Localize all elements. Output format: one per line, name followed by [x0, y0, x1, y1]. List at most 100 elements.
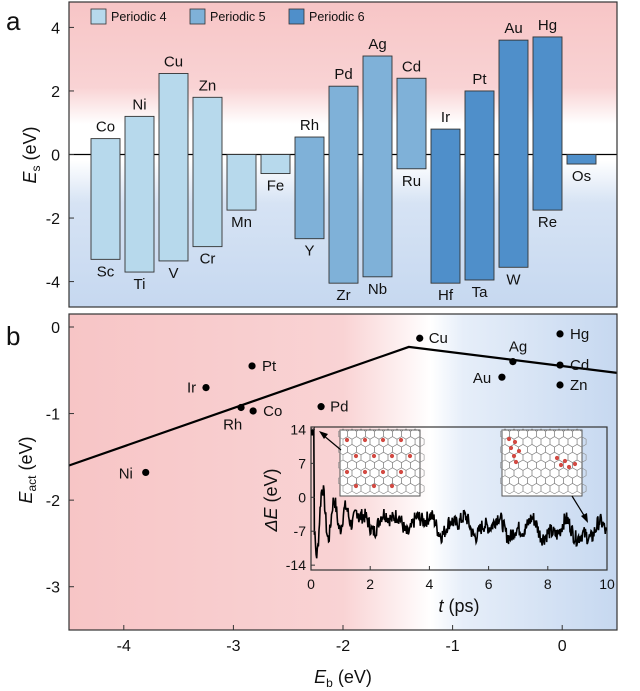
bar-pt-ta	[464, 90, 495, 281]
point-pt	[248, 362, 256, 370]
inset-x-tick-label: 10	[599, 576, 615, 592]
panel-b-y-axis-label: Eact (eV)	[16, 436, 39, 503]
point-label: Zn	[570, 377, 588, 394]
bar-bottom-label: Cr	[200, 251, 216, 268]
bar-top-label: Hg	[538, 17, 557, 34]
legend-label-periodic-5: Periodic 5	[210, 10, 266, 24]
inset-y-tick-label: 0	[298, 489, 306, 505]
legend-swatch-periodic-6	[288, 8, 305, 25]
bar-co-sc	[90, 138, 121, 260]
inset-y-ticks: 14 7 0 -7 -14	[286, 421, 315, 573]
legend-label-periodic-6: Periodic 6	[309, 10, 365, 24]
inset-x-tick-label: 4	[426, 576, 434, 592]
bar-hg-re	[532, 36, 563, 211]
point-label: Rh	[223, 417, 242, 434]
bar-top-label: Ni	[132, 96, 146, 113]
point-pd	[317, 403, 325, 411]
point-label: Au	[473, 370, 491, 387]
panel-a-y-axis-label: Es (eV)	[20, 126, 43, 183]
y-tick-label: -2	[46, 493, 60, 510]
structure-snapshot-final	[500, 428, 587, 497]
bar-cu-v	[158, 73, 189, 262]
panel-a-letter: a	[6, 6, 21, 36]
panel-a-y-ticks: 4 2 0 -2 -4	[46, 20, 74, 292]
point-co	[249, 407, 257, 415]
point-label: Hg	[570, 326, 589, 343]
legend: Periodic 4 Periodic 5 Periodic 6	[90, 8, 365, 25]
bar-bottom-label: Fe	[267, 178, 285, 195]
bar-bottom-label: Re	[538, 214, 557, 231]
point-ir	[202, 383, 210, 392]
y-tick-label: -2	[46, 211, 60, 228]
y-tick-label: 0	[51, 320, 60, 337]
bar-pd-zr	[328, 85, 359, 284]
bar-top-label: Ir	[441, 109, 450, 126]
point-label: Co	[263, 403, 282, 420]
point-zn	[556, 381, 564, 389]
bar-bottom-label: W	[506, 271, 521, 288]
bar-bottom-label: Ta	[472, 284, 489, 301]
point-label: Pd	[330, 399, 348, 416]
point-rh	[237, 403, 245, 412]
bar-bottom-label: Nb	[368, 281, 387, 298]
bar-bottom-label: Y	[304, 243, 314, 260]
bar-ag-nb	[362, 55, 393, 278]
structure-snapshot-initial	[338, 428, 425, 497]
point-label: Ag	[509, 339, 527, 356]
y-tick-label: 2	[51, 84, 60, 101]
bar-top-label: Ag	[368, 36, 386, 53]
bar-bottom-label: V	[168, 265, 178, 282]
point-cd	[556, 361, 564, 369]
y-tick-label: 4	[51, 20, 60, 37]
bar-top-label: Zn	[199, 77, 217, 94]
panel-b-frame	[68, 313, 618, 631]
x-tick-label: -1	[445, 638, 459, 655]
bar-top-label: Au	[504, 20, 522, 37]
bar-bottom-label: Os	[572, 168, 591, 185]
inset-y-axis-label: ΔE (eV)	[261, 468, 281, 532]
inset-frame	[310, 426, 608, 571]
panel-b-x-ticks: -4 -3 -2 -1 0	[117, 625, 567, 655]
point-au	[498, 373, 506, 381]
panel-b-points: Ni Ir Pt Rh Co Pd Cu Ag Au Hg Cd Zn	[119, 326, 589, 483]
inset-x-ticks: 0 2 4 6 8 10	[307, 566, 615, 592]
point-label: Cd	[570, 357, 589, 374]
bar-top-label: Pt	[472, 71, 487, 88]
bar-cd-ru	[396, 77, 427, 170]
point-label: Pt	[262, 358, 277, 375]
legend-label-periodic-4: Periodic 4	[111, 10, 167, 24]
bar-mn-mn	[226, 154, 257, 211]
x-tick-label: -2	[336, 638, 350, 655]
inset-x-tick-label: 6	[485, 576, 493, 592]
inset-y-tick-label: -7	[294, 523, 307, 539]
inset-y-tick-label: 14	[290, 421, 306, 437]
point-ag	[509, 358, 517, 366]
bar-ir-hf	[430, 128, 461, 284]
panel-a-bars: Co Sc Ni Ti Cu V Zn Cr Mn Fe Rh Y Pd Zr Ag Nb Cd Ru Ir Hf Pt…	[90, 17, 597, 304]
point-hg	[556, 330, 564, 338]
panel-b: Ni Ir Pt Rh Co Pd Cu Ag Au Hg Cd Zn -4 -3 -2 -1 0 0 -1 -2…	[6, 313, 618, 690]
legend-swatch-periodic-4	[90, 8, 107, 25]
bar-ni-ti	[124, 115, 155, 273]
bar-fe-fe	[260, 154, 291, 175]
x-tick-label: 0	[558, 638, 567, 655]
bar-top-label: Co	[96, 119, 115, 136]
bar-top-label: Cu	[164, 53, 183, 70]
inset-x-tick-label: 0	[307, 576, 315, 592]
bar-bottom-label: Ru	[402, 173, 421, 190]
y-tick-label: -4	[46, 275, 60, 292]
inset-x-axis-label: t (ps)	[438, 596, 479, 616]
panel-b-letter: b	[6, 321, 20, 351]
point-label: Ir	[187, 380, 196, 397]
bar-bottom-label: Hf	[438, 287, 454, 304]
point-cu	[416, 334, 424, 342]
inset-y-tick-label: -14	[286, 557, 306, 573]
bar-top-label: Pd	[334, 66, 352, 83]
y-tick-label: -3	[46, 580, 60, 597]
inset-energy-trace	[310, 426, 608, 559]
bar-zn-cr	[192, 96, 223, 248]
bar-bottom-label: Mn	[231, 214, 252, 231]
point-label: Ni	[119, 465, 133, 482]
bar-os-os	[566, 154, 597, 165]
